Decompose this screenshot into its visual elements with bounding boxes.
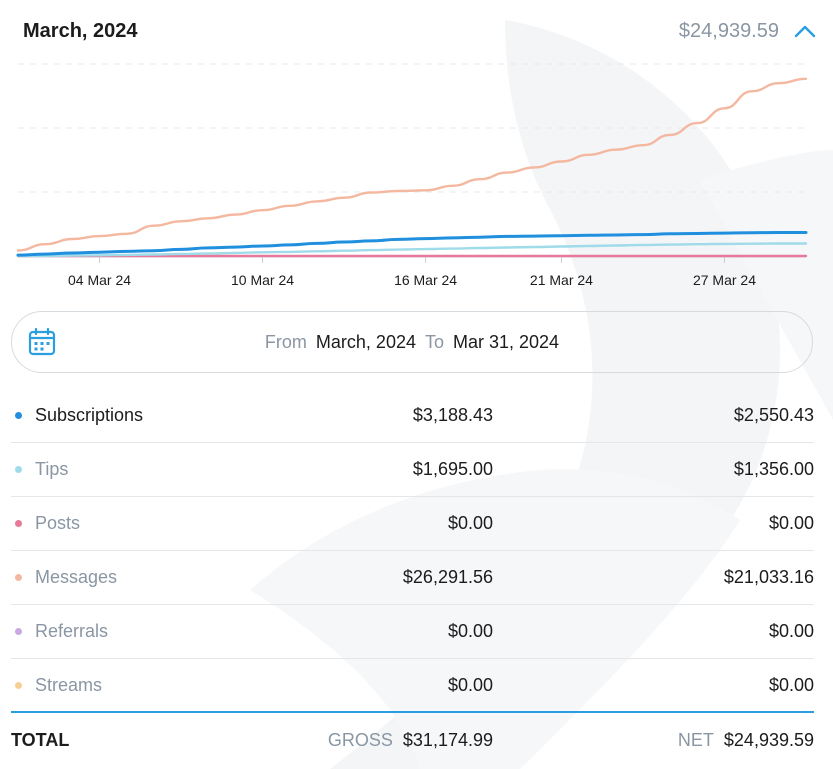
- row-label: Referrals: [35, 621, 109, 641]
- posts-dot: [15, 520, 22, 527]
- total-label: TOTAL: [11, 729, 70, 750]
- total-net: NET $24,939.59: [678, 730, 814, 751]
- row-gross: $26,291.56: [402, 567, 493, 587]
- calendar-icon[interactable]: [27, 327, 57, 357]
- page-title: March, 2024: [23, 19, 138, 42]
- date-range-picker[interactable]: From March, 2024 To Mar 31, 2024: [11, 311, 813, 373]
- total-gross: GROSS $31,174.99: [328, 730, 493, 751]
- series-line-tips: [16, 242, 808, 258]
- row-gross: $0.00: [447, 621, 493, 641]
- row-gross: $0.00: [447, 674, 493, 695]
- header-right: $24,939.59: [679, 19, 817, 43]
- gross-label: GROSS: [327, 729, 393, 750]
- from-label: From: [264, 331, 307, 352]
- row-label: Tips: [35, 459, 69, 479]
- earnings-table: Subscriptions $3,188.43 $2,550.43 Tips $…: [11, 389, 814, 767]
- row-streams[interactable]: Streams $0.00 $0.00: [11, 659, 814, 713]
- row-net: $2,550.43: [733, 405, 814, 425]
- row-label: Messages: [35, 567, 118, 587]
- net-value: $24,939.59: [723, 729, 814, 750]
- gross-value: $31,174.99: [402, 729, 493, 750]
- streams-dot: [15, 681, 22, 689]
- row-messages[interactable]: Messages $26,291.56 $21,033.16: [11, 551, 814, 605]
- date-range-text: From March, 2024 To Mar 31, 2024: [265, 332, 559, 353]
- chart-x-axis: 04 Mar 24 10 Mar 24 16 Mar 24 21 Mar 24 27 M…: [68, 257, 756, 288]
- net-label: NET: [677, 729, 714, 750]
- header-total: $24,939.59: [678, 19, 779, 42]
- row-gross: $1,695.00: [412, 459, 493, 479]
- row-net: $0.00: [768, 621, 814, 641]
- x-tick-label: 21 Mar 24: [530, 272, 593, 288]
- chart-grid: [18, 63, 806, 258]
- subscriptions-dot: [15, 412, 22, 419]
- row-label: Posts: [35, 513, 81, 533]
- x-tick-label: 10 Mar 24: [231, 272, 294, 288]
- total-row: TOTAL GROSS $31,174.99 NET $24,939.59: [11, 713, 814, 767]
- row-label: Subscriptions: [35, 405, 144, 425]
- to-label: To: [424, 331, 444, 352]
- x-tick-label: 04 Mar 24: [68, 272, 131, 288]
- messages-dot: [15, 574, 22, 581]
- row-net: $0.00: [768, 513, 814, 533]
- row-tips[interactable]: Tips $1,695.00 $1,356.00: [11, 443, 814, 497]
- earnings-chart: 04 Mar 24 10 Mar 24 16 Mar 24 21 Mar 24 27 M…: [16, 63, 808, 288]
- row-net: $1,356.00: [733, 459, 814, 479]
- x-tick-label: 16 Mar 24: [394, 272, 457, 288]
- row-subscriptions[interactable]: Subscriptions $3,188.43 $2,550.43: [11, 389, 814, 443]
- from-value[interactable]: March, 2024: [315, 331, 416, 352]
- series-line-subscriptions: [16, 231, 808, 257]
- row-net: $21,033.16: [723, 567, 814, 587]
- row-gross: $3,188.43: [412, 405, 493, 425]
- row-gross: $0.00: [447, 513, 493, 533]
- to-value[interactable]: Mar 31, 2024: [453, 331, 560, 352]
- row-label: Streams: [35, 674, 103, 695]
- x-tick-label: 27 Mar 24: [693, 272, 756, 288]
- row-net: $0.00: [768, 674, 814, 695]
- chart-lines: [16, 77, 808, 258]
- header: March, 2024 $24,939.59: [23, 14, 817, 48]
- referrals-dot: [15, 628, 22, 635]
- row-posts[interactable]: Posts $0.00 $0.00: [11, 497, 814, 551]
- tips-dot: [15, 466, 22, 473]
- row-referrals[interactable]: Referrals $0.00 $0.00: [11, 605, 814, 659]
- chevron-up-icon[interactable]: [793, 19, 817, 43]
- series-line-messages: [16, 77, 808, 252]
